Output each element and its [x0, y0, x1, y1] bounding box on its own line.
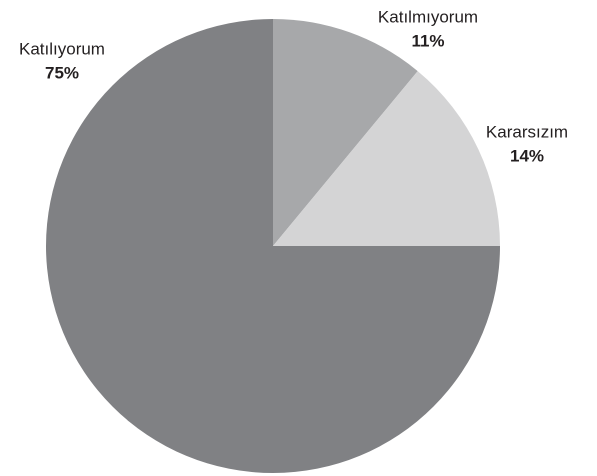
slice-label: Katılmıyorum — [378, 7, 478, 26]
slice-value-label: 75% — [45, 63, 79, 82]
pie-slice — [273, 19, 418, 246]
pie-slice — [273, 71, 500, 246]
pie-slice — [46, 19, 500, 473]
slice-label: Katılıyorum — [19, 39, 105, 58]
slice-value-label: 11% — [411, 31, 444, 50]
slice-label: Kararsızım — [486, 122, 568, 141]
slice-value-label: 14% — [510, 146, 544, 165]
